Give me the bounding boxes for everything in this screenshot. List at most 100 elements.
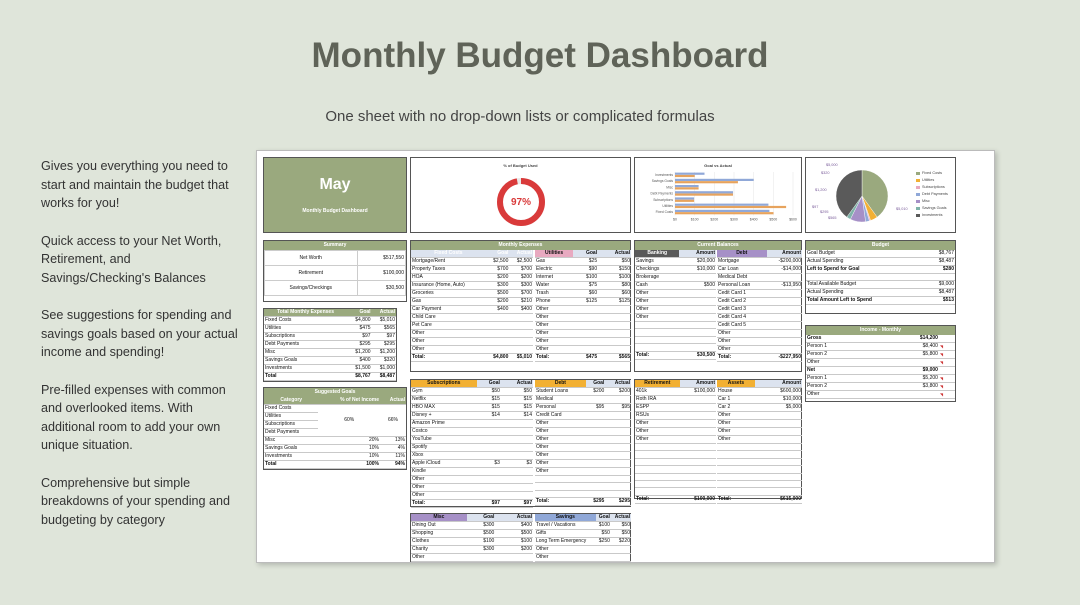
table-header: Misc Goal Actual (411, 514, 533, 522)
pie-slice (835, 169, 863, 218)
total-row: Total: $475 $565 (535, 353, 631, 362)
actual-bar (675, 174, 695, 178)
cell-value (605, 467, 631, 476)
cell-value (605, 395, 631, 404)
cell-value: $60 (573, 289, 599, 298)
table-row: Personal Loan -$13,950 (717, 281, 802, 290)
cell-value (875, 358, 939, 367)
cell-value (585, 435, 606, 444)
cell-value: -$13,950 (766, 281, 802, 290)
cell-value (605, 490, 631, 499)
column-header: Debt (717, 250, 767, 258)
cell-value: $50 (598, 257, 631, 266)
table-row: Gym $50 $50 (411, 387, 533, 396)
table-row: Investments $1,500 $1,000 (264, 364, 396, 373)
cell-label: YouTube (411, 435, 477, 444)
cell-value (485, 345, 510, 354)
total-cell: 100% (318, 460, 380, 469)
cell-value (476, 483, 501, 492)
legend-item: Debt Payments (916, 191, 948, 198)
column-header: Goal (347, 309, 372, 317)
table-row: Checkings $10,000 (635, 265, 716, 274)
cell-value: $200 (495, 545, 533, 554)
legend-label: Utilities (922, 178, 935, 182)
summary-label: Net Worth (264, 250, 358, 266)
table-header: Category% of Net Income Actual (264, 397, 406, 405)
table-row: Amazon Prime (411, 419, 533, 428)
cell-value (679, 487, 716, 496)
table-row: Travel / Vacations $100 $50 (535, 521, 631, 530)
goal-bar (675, 209, 770, 212)
budget-used-chart: % of Budget Used 97% (410, 157, 631, 233)
cell-value (679, 403, 716, 412)
cell-value: $300 (485, 281, 510, 290)
legend-swatch (916, 206, 920, 210)
cell-value (509, 313, 533, 322)
cell-value (500, 419, 533, 428)
cell-value: $200 (485, 297, 510, 306)
cell-value (679, 419, 716, 428)
donut-arc (497, 178, 545, 226)
cell-label: Medical (535, 395, 586, 404)
cell-value: $200 (485, 273, 510, 282)
table-row: Utilities $475 $565 (264, 324, 396, 333)
total-cell: $565 (598, 353, 631, 362)
table-row (535, 482, 631, 491)
table-row (535, 475, 631, 484)
tick-label: $500 (769, 217, 777, 221)
table-row: Fixed Costs 60% 66% (264, 404, 406, 437)
cell-value: $100 (598, 273, 631, 282)
cell-value (754, 458, 802, 467)
total-cell: $100,000 (679, 494, 716, 504)
misc-savings: Misc Goal Actual Dining Out $300 $400 Shopping… (410, 513, 631, 562)
total-cell: $295 (585, 497, 606, 507)
suggested-goals: Suggested Goals Category% of Net Income Ac… (263, 387, 407, 470)
total-cell: Total: (411, 499, 477, 508)
current-balances: Current Balances Banking Amount Savings $20… (634, 240, 802, 372)
table-row (635, 450, 716, 459)
total-row: Total: -$227,950 (717, 353, 802, 362)
actual-bar (675, 212, 774, 215)
total-cell: $475 (573, 353, 599, 362)
budget-value: $8,767 (924, 250, 955, 258)
table-row: Other (635, 289, 716, 298)
cell-label: Cedit Card 4 (717, 313, 767, 322)
cell-label: Medical Debt (717, 273, 767, 282)
cell-value (766, 345, 802, 354)
cell-label: Personal Loan (717, 281, 767, 290)
total-cell: Total: (717, 494, 755, 504)
cell-label: Other (535, 443, 586, 452)
fixed-grid: Fixed Costs Goal Actual Mortgage/Rent $2,500… (411, 250, 533, 362)
table-row: Net $9,000 (806, 366, 955, 375)
spending-pie-chart: $5,000 $320 $1,200 $97 $295 $565 $5,010 Fixed … (805, 157, 956, 233)
budget-grid: Goal Budget $8,767 Actual Spending $8,487 Le… (806, 250, 955, 306)
cell-value (585, 419, 606, 428)
cell-label (717, 487, 755, 496)
cell-value (766, 297, 802, 306)
budget-label: Left to Spend for Goal (806, 265, 925, 274)
cell-label: Fixed Costs (264, 316, 348, 325)
cell-label: Other (535, 321, 574, 330)
table-row: Debt Payments $295 $295 (264, 340, 396, 349)
table-row: Other (535, 427, 631, 436)
total-row: Total: $30,500 (635, 350, 716, 360)
cell-value (500, 467, 533, 476)
cell-value: -$14,000 (766, 265, 802, 274)
cell-value: $10,000 (679, 265, 716, 274)
cell-label: Charity (411, 545, 467, 554)
table-header: Subscriptions Goal Actual (411, 380, 533, 388)
cell-value: $125 (573, 297, 599, 306)
total-cell: $8,767 (347, 372, 372, 381)
cell-label: Cedit Card 5 (717, 321, 767, 330)
table-row (717, 487, 802, 496)
cell-value (679, 480, 716, 489)
table-row: Netflix $15 $15 (411, 395, 533, 404)
cell-value (476, 419, 501, 428)
cell-value (585, 395, 606, 404)
column-header: Category (264, 397, 319, 405)
cell-value (605, 411, 631, 420)
cell-label: Savings Goals (264, 444, 319, 453)
cell-value: $100 (466, 537, 496, 546)
table-row (635, 443, 716, 452)
table-row (717, 465, 802, 474)
